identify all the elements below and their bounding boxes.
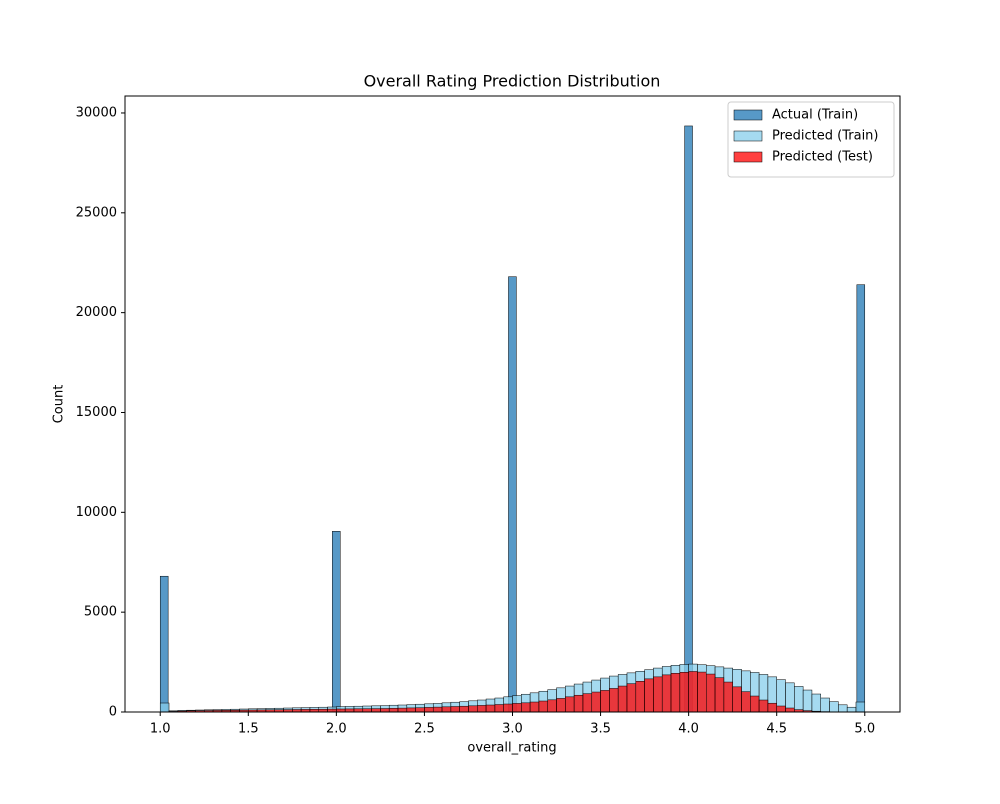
- legend-swatch: [734, 152, 762, 162]
- x-tick-label: 1.0: [150, 722, 171, 737]
- bar: [424, 707, 433, 712]
- bar: [662, 675, 671, 712]
- bar: [416, 708, 425, 712]
- bar: [609, 688, 618, 712]
- bar: [697, 672, 706, 712]
- x-tick-label: 1.5: [238, 722, 259, 737]
- bar: [495, 705, 504, 712]
- y-tick-label: 0: [109, 705, 117, 720]
- bar: [636, 681, 645, 712]
- bar: [332, 531, 340, 712]
- bar: [777, 706, 786, 712]
- bar: [706, 674, 715, 712]
- bar: [460, 706, 469, 712]
- bar: [380, 709, 389, 712]
- legend-swatch: [734, 131, 762, 141]
- bar: [504, 704, 513, 712]
- bar: [618, 686, 627, 712]
- bar: [548, 700, 557, 712]
- bar: [557, 698, 566, 712]
- bar: [857, 285, 865, 712]
- x-tick-label: 4.5: [766, 722, 787, 737]
- bar: [468, 706, 477, 712]
- bar: [486, 705, 495, 712]
- bar: [530, 702, 539, 712]
- bar: [451, 707, 460, 712]
- bar: [671, 673, 680, 712]
- bar: [750, 696, 759, 712]
- y-tick-label: 15000: [76, 405, 117, 420]
- bar: [715, 678, 724, 712]
- y-tick-label: 25000: [76, 205, 117, 220]
- bar: [803, 690, 812, 712]
- bar: [685, 126, 693, 712]
- bar: [653, 677, 662, 712]
- x-tick-label: 4.0: [678, 722, 699, 737]
- bar: [433, 707, 442, 712]
- y-axis-label: Count: [52, 385, 67, 424]
- bar: [838, 705, 847, 712]
- bar: [786, 708, 795, 712]
- legend-label: Actual (Train): [772, 108, 858, 123]
- x-tick-label: 2.0: [326, 722, 347, 737]
- bar: [689, 671, 698, 712]
- legend-label: Predicted (Test): [772, 150, 873, 165]
- bar: [539, 701, 548, 712]
- bar: [821, 698, 830, 712]
- bar: [592, 692, 601, 712]
- bar: [521, 703, 530, 712]
- bar: [574, 695, 583, 712]
- bar: [583, 694, 592, 712]
- bar: [645, 679, 654, 712]
- y-tick-label: 20000: [76, 305, 117, 320]
- chart-title: Overall Rating Prediction Distribution: [364, 72, 661, 91]
- x-tick-label: 3.0: [502, 722, 523, 737]
- bar: [759, 700, 768, 712]
- bar: [768, 703, 777, 712]
- bar: [160, 703, 169, 712]
- bar: [794, 686, 803, 712]
- bar: [407, 708, 416, 712]
- bar: [847, 707, 856, 712]
- x-tick-label: 5.0: [854, 722, 875, 737]
- legend-label: Predicted (Train): [772, 129, 879, 144]
- bar: [160, 576, 168, 712]
- series: [160, 126, 865, 712]
- bar: [830, 702, 839, 712]
- bar: [741, 692, 750, 712]
- bar: [786, 683, 795, 712]
- bar: [442, 707, 451, 712]
- y-tick-label: 30000: [76, 105, 117, 120]
- bar: [565, 697, 574, 712]
- bar: [733, 687, 742, 712]
- bar: [508, 277, 516, 712]
- bar: [477, 705, 486, 712]
- legend-swatch: [734, 110, 762, 120]
- bar: [812, 694, 821, 712]
- bar: [389, 708, 398, 712]
- bar: [398, 708, 407, 712]
- x-axis-label: overall_rating: [467, 741, 556, 756]
- x-tick-label: 2.5: [414, 722, 435, 737]
- bar: [856, 702, 865, 712]
- y-tick-label: 10000: [76, 505, 117, 520]
- bar: [513, 703, 522, 712]
- x-tick-label: 3.5: [590, 722, 611, 737]
- bar: [627, 684, 636, 712]
- bar: [680, 672, 689, 712]
- bar: [372, 709, 381, 712]
- y-tick-label: 5000: [84, 605, 117, 620]
- bar: [601, 690, 610, 712]
- bar: [724, 682, 733, 712]
